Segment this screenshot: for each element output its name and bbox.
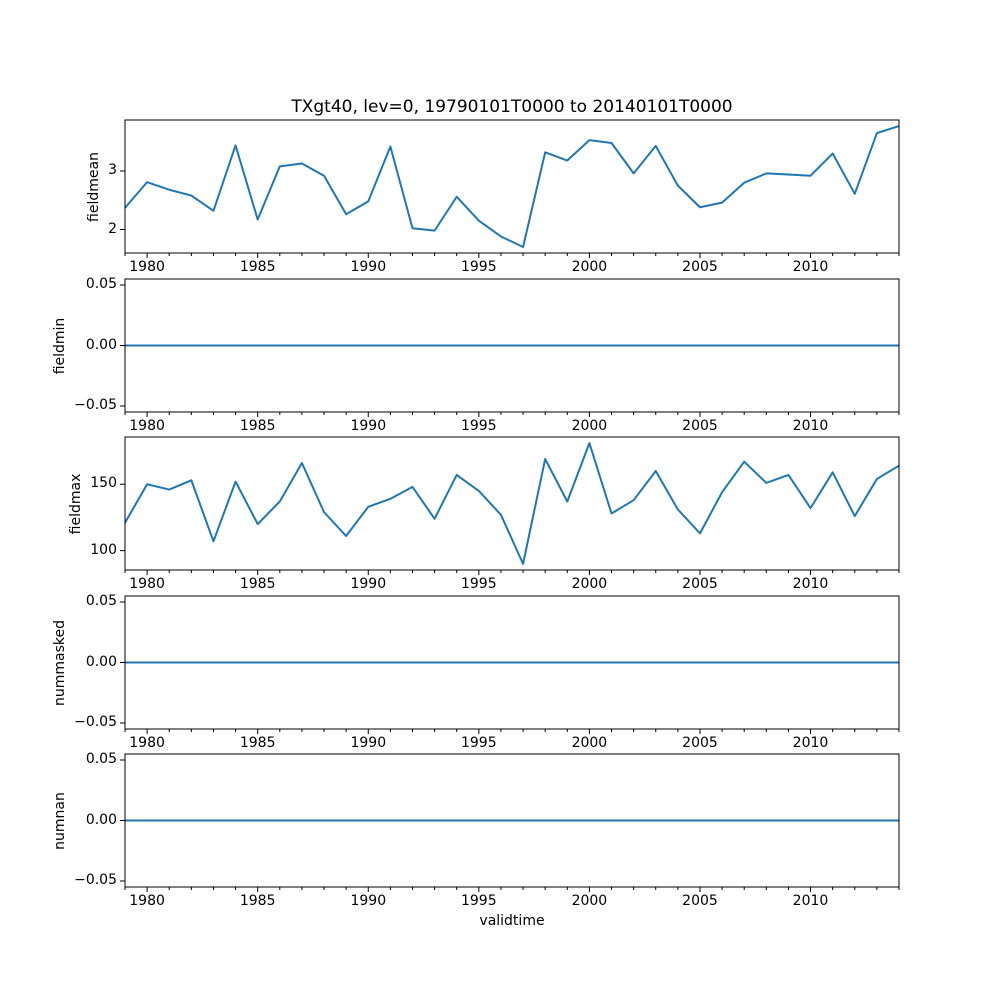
y-tick-label: 0.05 xyxy=(85,276,117,292)
x-tick-label: 1990 xyxy=(350,576,387,592)
x-axis-title: validtime xyxy=(479,913,545,929)
y-tick-label: 150 xyxy=(90,475,117,492)
y-tick-label: −0.05 xyxy=(74,872,117,888)
y-axis-label-fieldmean: fieldmean xyxy=(86,151,102,222)
y-tick-label: −0.05 xyxy=(74,397,117,413)
y-tick-label: 0.05 xyxy=(85,593,117,609)
subplot-nummasked: nummasked 1980 1985 1990 1995 2000 2005 2010 0.… xyxy=(52,594,900,751)
y-tick-label: 0.00 xyxy=(85,811,117,828)
y-tick-label: 2 xyxy=(108,220,117,237)
x-tick-label: 2010 xyxy=(792,735,829,751)
plot-area-fieldmean xyxy=(120,119,900,258)
x-tick-label: 2010 xyxy=(792,418,829,434)
subplot-fieldmax: fieldmax 1980 1985 1990 1995 2000 2005 2010 150… xyxy=(68,436,900,592)
x-tick-label: 1980 xyxy=(129,576,165,592)
x-tick-label: 2005 xyxy=(682,735,718,751)
x-tick-label: 1985 xyxy=(239,735,276,751)
y-tick-label: −0.05 xyxy=(74,714,117,730)
x-tick-label: 1995 xyxy=(460,893,497,909)
x-tick-label: 2000 xyxy=(571,735,608,751)
x-tick-label: 1995 xyxy=(460,418,497,434)
axes-frame xyxy=(124,436,900,571)
y-axis-label-fieldmax: fieldmax xyxy=(68,473,84,534)
x-tick-label: 2005 xyxy=(682,418,718,434)
x-tick-label: 1980 xyxy=(129,893,165,909)
x-tick-label: 1990 xyxy=(350,259,387,275)
tick-marks xyxy=(120,759,900,892)
x-tick-label: 2000 xyxy=(571,576,608,592)
y-tick-label: 0.00 xyxy=(85,336,117,353)
x-tick-label: 1980 xyxy=(129,259,165,275)
x-tick-label: 2005 xyxy=(682,576,718,592)
x-tick-label: 2010 xyxy=(792,576,829,592)
x-tick-label: 2005 xyxy=(682,259,718,275)
x-tick-label: 1985 xyxy=(239,259,276,275)
y-axis-label-fieldmin: fieldmin xyxy=(52,317,68,374)
x-tick-label: 1985 xyxy=(239,893,276,909)
axes-frame xyxy=(124,119,900,254)
plot-area-fieldmin xyxy=(120,278,900,417)
tick-marks xyxy=(120,284,900,417)
x-tick-label: 1995 xyxy=(460,735,497,751)
x-tick-label: 2000 xyxy=(571,259,608,275)
x-tick-label: 1990 xyxy=(350,735,387,751)
x-tick-label: 2005 xyxy=(682,893,718,909)
subplot-fieldmean: fieldmean 1980 1985 1990 1995 2000 2005 2010 3 2 xyxy=(86,119,900,275)
y-tick-label: 0.05 xyxy=(85,751,117,767)
plot-area-numnan xyxy=(120,753,900,892)
plot-area-fieldmax xyxy=(120,436,900,575)
subplot-numnan: numnan 1980 1985 1990 1995 2000 2005 2010 0.05 0… xyxy=(52,752,900,909)
x-tick-label: 1990 xyxy=(350,893,387,909)
x-tick-label: 1980 xyxy=(129,418,165,434)
x-tick-label: 2000 xyxy=(571,893,608,909)
x-tick-label: 1990 xyxy=(350,418,387,434)
series-line-fieldmean xyxy=(124,125,900,248)
x-tick-label: 2000 xyxy=(571,418,608,434)
series-line-fieldmax xyxy=(124,442,900,565)
y-tick-label: 100 xyxy=(90,541,117,558)
chart-title: TXgt40, lev=0, 19790101T0000 to 20140101… xyxy=(291,97,733,117)
x-tick-label: 1995 xyxy=(460,576,497,592)
y-tick-label: 0.00 xyxy=(85,653,117,670)
tick-marks xyxy=(120,170,900,258)
x-tick-label: 1985 xyxy=(239,418,276,434)
tick-marks xyxy=(120,601,900,734)
axes-frame xyxy=(124,278,900,413)
y-tick-label: 3 xyxy=(108,162,117,179)
x-tick-label: 1995 xyxy=(460,259,497,275)
x-tick-label: 1985 xyxy=(239,576,276,592)
axes-frame xyxy=(124,753,900,888)
y-axis-label-numnan: numnan xyxy=(52,791,68,850)
x-tick-label: 2010 xyxy=(792,259,829,275)
tick-marks xyxy=(120,483,900,575)
axes-frame xyxy=(124,595,900,730)
subplot-fieldmin: fieldmin 1980 1985 1990 1995 2000 2005 2010 0.0… xyxy=(52,277,900,434)
y-axis-label-nummasked: nummasked xyxy=(52,619,68,706)
x-tick-label: 1980 xyxy=(129,735,165,751)
plot-area-nummasked xyxy=(120,595,900,734)
x-tick-label: 2010 xyxy=(792,893,829,909)
